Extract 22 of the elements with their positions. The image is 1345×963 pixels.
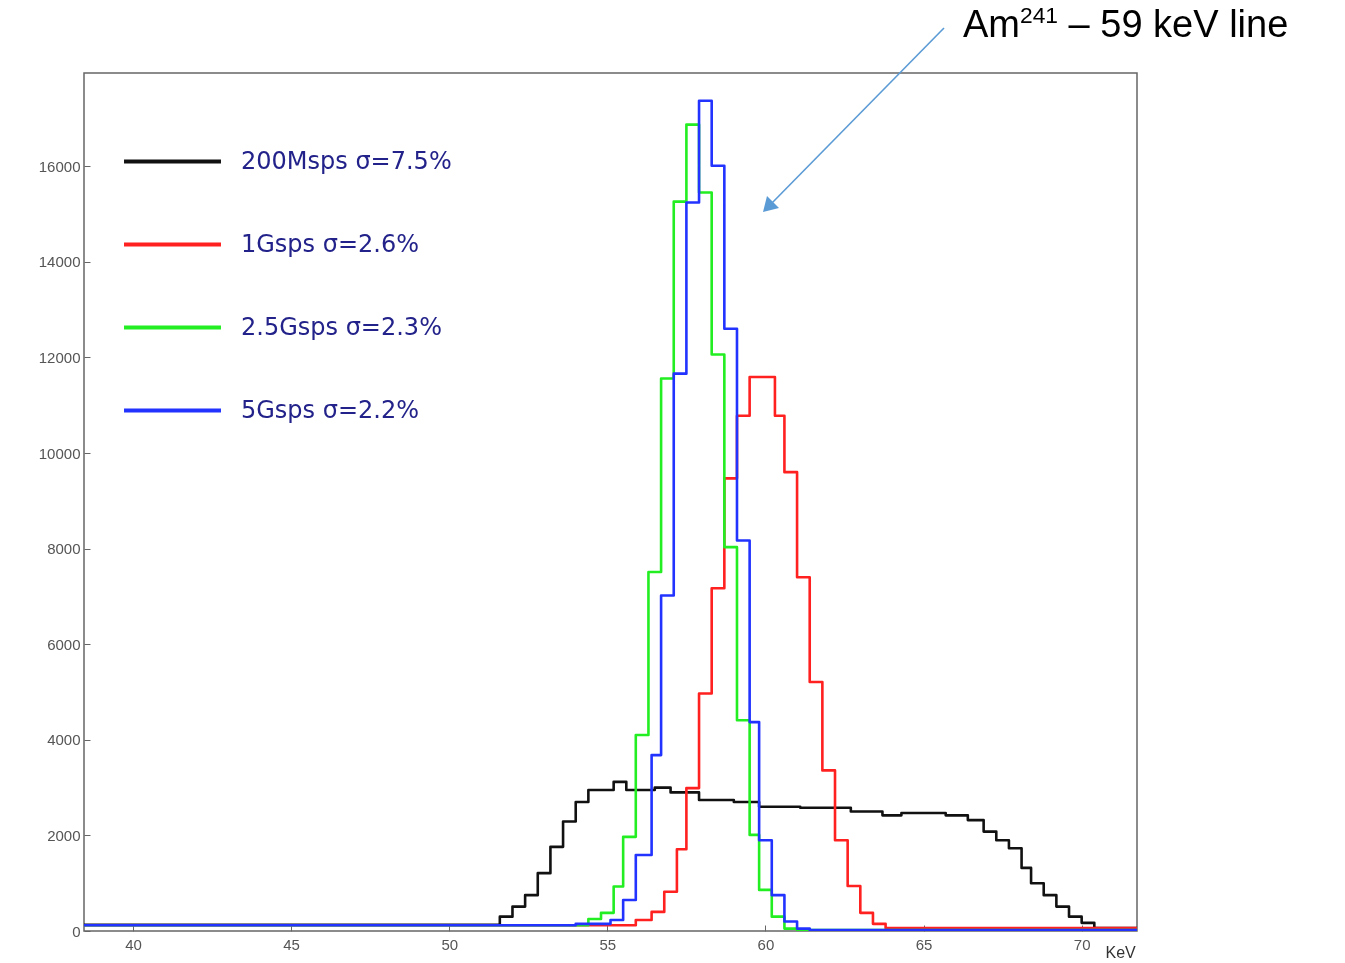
legend-label: 200Msps σ=7.5% xyxy=(241,146,452,175)
y-tick-label: 10000 xyxy=(38,444,81,462)
y-tick-label: 16000 xyxy=(38,157,81,175)
x-axis-title: KeV xyxy=(1105,943,1137,961)
x-tick-label: 40 xyxy=(125,935,142,953)
x-tick-label: 45 xyxy=(283,935,300,953)
y-tick-label: 0 xyxy=(72,922,81,940)
x-tick-label: 65 xyxy=(915,935,933,953)
legend-label: 1Gsps σ=2.6% xyxy=(241,229,420,258)
x-tick-label: 50 xyxy=(441,935,459,953)
y-tick-label: 8000 xyxy=(47,540,81,558)
y-tick-label: 12000 xyxy=(38,348,81,366)
y-tick-label: 14000 xyxy=(38,253,81,271)
legend-label: 2.5Gsps σ=2.3% xyxy=(241,312,442,341)
text: Am$^{241}$ – 59 keV line xyxy=(963,2,1289,46)
legend-label: 5Gsps σ=2.2% xyxy=(241,395,420,424)
y-tick-label: 6000 xyxy=(47,635,81,653)
y-tick-label: 4000 xyxy=(47,731,81,749)
x-tick-label: 70 xyxy=(1073,935,1091,953)
x-tick-label: 55 xyxy=(599,935,617,953)
x-tick-label: 60 xyxy=(757,935,775,953)
y-tick-label: 2000 xyxy=(47,826,81,844)
